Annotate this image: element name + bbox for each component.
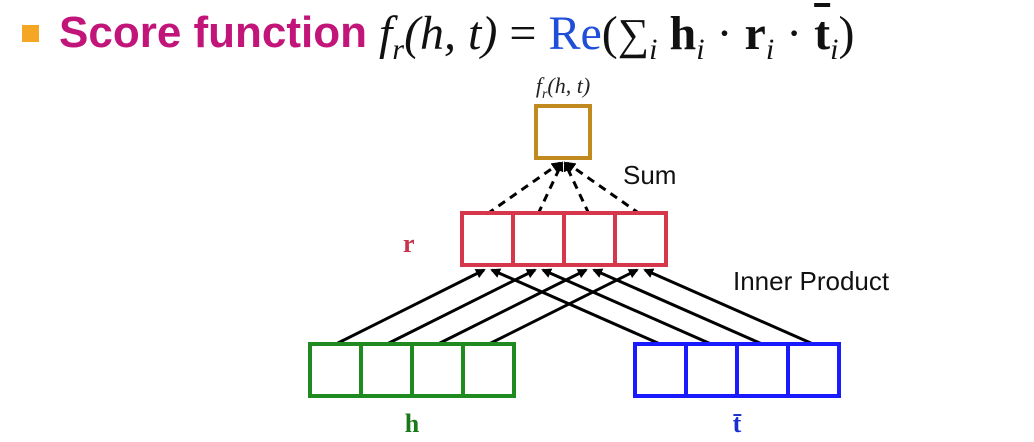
- sum-arrow-2: [536, 161, 564, 215]
- formula-h: h: [669, 6, 697, 60]
- t-cell-3: [735, 342, 790, 398]
- formula-dot-1: ·: [716, 6, 733, 60]
- title-row: Score function fr(h, t) = Re(∑i hi · ri …: [22, 2, 854, 64]
- h-arrow-2: [386, 268, 537, 346]
- formula-dot-2: ·: [786, 6, 803, 60]
- t-cell-1: [633, 342, 688, 398]
- formula-f: f: [379, 6, 393, 60]
- t-cell-2: [684, 342, 739, 398]
- output-label: fr(h, t): [536, 73, 590, 102]
- h-arrow-4: [488, 268, 639, 346]
- t-bar-label: t̄: [733, 409, 742, 438]
- formula-r: r: [744, 6, 766, 60]
- t-arrow-2: [541, 268, 712, 346]
- inner-product-arrows: [335, 268, 814, 346]
- bullet-square-icon: [22, 24, 39, 42]
- t-cell-4: [786, 342, 841, 398]
- r-vector: [460, 211, 668, 267]
- score-function-label: Score function: [59, 8, 368, 57]
- t-arrow-4: [643, 268, 814, 346]
- h-cell-2: [359, 342, 414, 398]
- r-cell-2: [511, 211, 566, 267]
- formula-t-bar: t: [814, 6, 831, 60]
- h-cell-3: [410, 342, 465, 398]
- h-label: h: [405, 409, 420, 438]
- sum-label: Sum: [623, 160, 676, 190]
- t-arrow-1: [490, 268, 661, 346]
- r-cell-3: [562, 211, 617, 267]
- r-cell-4: [613, 211, 668, 267]
- sum-arrow-1: [486, 161, 562, 216]
- h-arrow-3: [437, 268, 588, 346]
- h-cell-1: [308, 342, 363, 398]
- formula-sum: ∑: [617, 9, 650, 59]
- t-vector: [633, 342, 841, 398]
- sum-arrow-4: [565, 161, 641, 216]
- r-cell-1: [460, 211, 515, 267]
- formula-equals: =: [509, 6, 537, 60]
- inner-product-label: Inner Product: [733, 266, 890, 296]
- output-box: [534, 104, 592, 160]
- formula-f-sub: r: [392, 32, 405, 66]
- formula-re: Re: [548, 6, 602, 60]
- r-label: r: [403, 229, 415, 258]
- score-formula: fr(h, t) = Re(∑i hi · ri · ti): [379, 6, 855, 66]
- t-arrow-3: [592, 268, 763, 346]
- h-arrow-1: [335, 268, 486, 346]
- formula-args: (h, t): [404, 6, 498, 60]
- h-cell-4: [461, 342, 516, 398]
- formula-sum-sub: i: [649, 32, 658, 66]
- sum-arrows: [486, 161, 641, 216]
- h-vector: [308, 342, 516, 398]
